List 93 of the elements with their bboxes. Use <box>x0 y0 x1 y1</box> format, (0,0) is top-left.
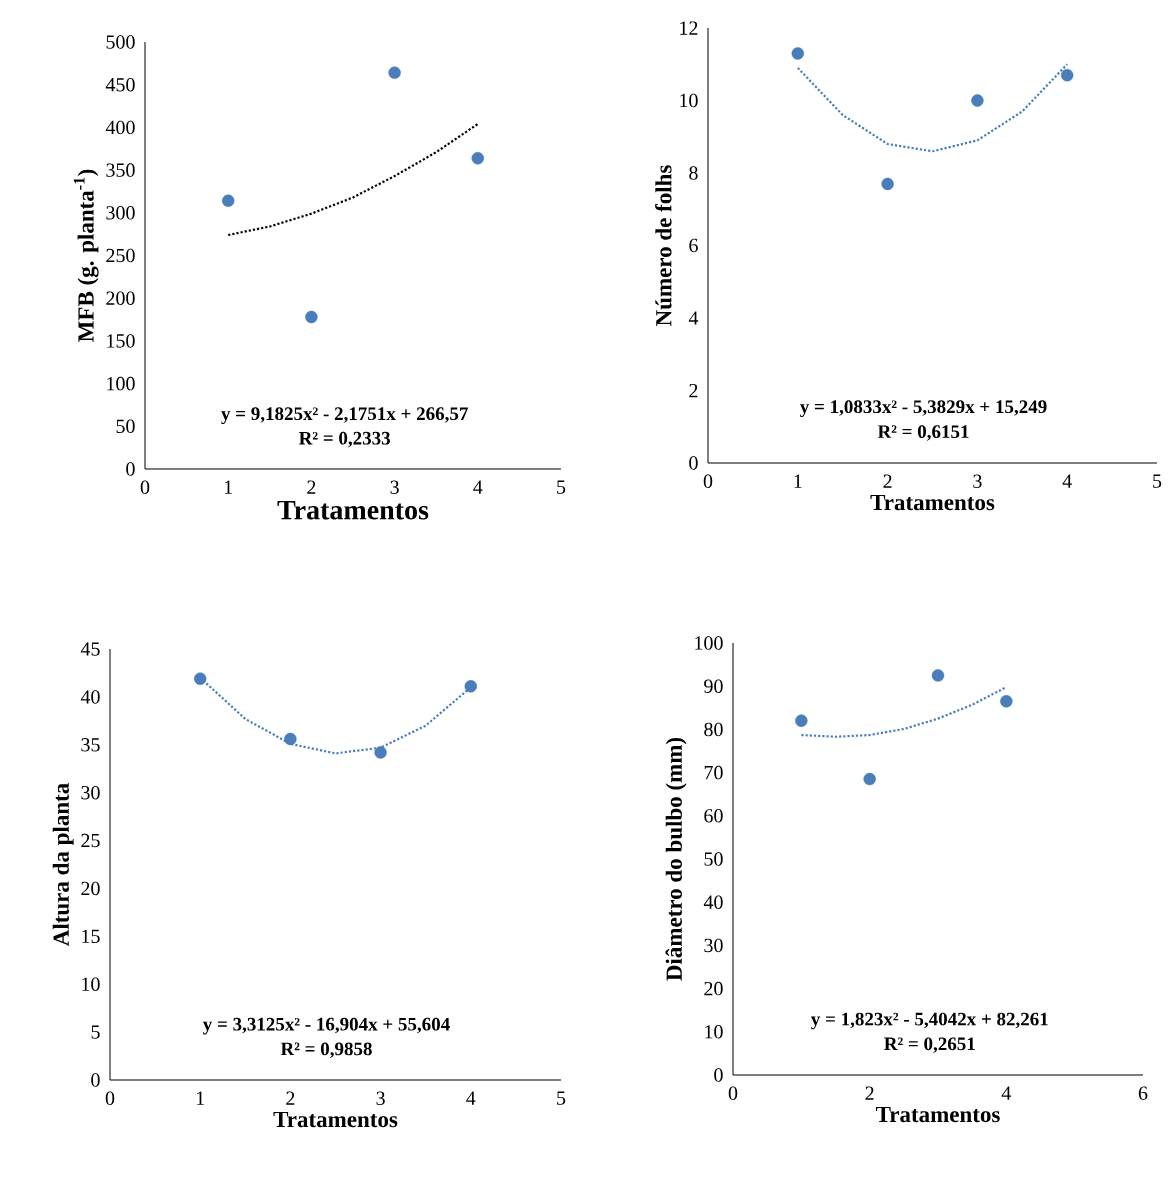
point <box>795 714 808 727</box>
y-tick-label: 0 <box>126 462 135 476</box>
y-axis-title: Diâmetro do bulbo (mm) <box>665 737 687 981</box>
y-tick-label: 25 <box>81 833 100 848</box>
point <box>881 177 894 191</box>
y-tick-label: 200 <box>106 291 135 305</box>
x-tick-label: 3 <box>390 480 399 494</box>
annotation: R² = 0,9858 <box>280 1042 372 1059</box>
y-tick-label: 2 <box>689 383 698 398</box>
y-tick-label: 6 <box>689 238 698 253</box>
y-tick-label: 4 <box>688 311 699 325</box>
y-tick-label: 0 <box>714 1068 723 1082</box>
y-tick-label: 80 <box>704 722 723 737</box>
x-tick-label: 2 <box>286 1091 295 1105</box>
y-tick-label: 5 <box>91 1025 100 1039</box>
y-tick-label: 100 <box>695 636 723 650</box>
y-tick-label: 50 <box>116 419 135 434</box>
y-tick-label: 0 <box>91 1073 100 1087</box>
point <box>971 94 984 107</box>
line-series <box>800 685 1008 738</box>
x-tick-label: 4 <box>1062 474 1072 488</box>
x-tick-label: 4 <box>473 480 483 494</box>
y-tick-label: 8 <box>689 166 698 180</box>
y-tick-label: 45 <box>80 642 100 656</box>
point <box>471 151 484 165</box>
y-tick-label: 400 <box>105 120 135 135</box>
annotation: R² = 0,6151 <box>877 425 969 441</box>
y-tick-label: 300 <box>106 206 135 220</box>
y-tick-label: 350 <box>106 163 135 177</box>
y-tick-label: 30 <box>81 785 100 800</box>
annotation: R² = 0,2333 <box>299 431 391 448</box>
x-tick-label: 1 <box>196 1091 204 1105</box>
x-tick-label: 1 <box>794 474 802 488</box>
annotation: y = 1,0833x² - 5,3829x + 15,249 <box>799 400 1047 417</box>
x-tick-label: 6 <box>1138 1086 1148 1100</box>
x-tick-label: 5 <box>557 480 566 494</box>
x-tick-label: 4 <box>466 1091 476 1105</box>
point <box>374 746 387 759</box>
x-tick-label: 2 <box>883 474 892 488</box>
y-tick-label: 10 <box>82 977 100 991</box>
y-tick-label: 90 <box>704 679 723 693</box>
y-tick-label: 0 <box>689 456 698 470</box>
annotation: y = 9,1825x² - 2,1751x + 266,57 <box>221 407 468 424</box>
x-tick-label: 5 <box>1153 474 1162 488</box>
x-tick-label: 2 <box>307 480 316 494</box>
y-axis-title: Número de folhs <box>655 165 672 326</box>
y-tick-label: 70 <box>704 765 723 780</box>
y-tick-label: 60 <box>704 809 723 823</box>
point <box>863 772 876 786</box>
point <box>464 680 477 693</box>
y-axis-title: MFB (g. planta$^{-1}$) <box>73 169 99 342</box>
y-tick-label: 10 <box>705 1025 723 1039</box>
line-series <box>227 122 479 237</box>
y-tick-label: 450 <box>105 77 135 92</box>
x-tick-label: 0 <box>728 1086 738 1101</box>
x-axis-title: Tratamentos <box>273 1111 398 1128</box>
point <box>388 66 401 79</box>
annotation: y = 3,3125x² - 16,904x + 55,604 <box>202 1017 450 1035</box>
y-tick-label: 12 <box>680 21 698 35</box>
annotation: y = 1,823x² - 5,4042x + 82,261 <box>811 1012 1048 1030</box>
y-tick-label: 10 <box>680 93 698 108</box>
y-axis-title: Altura da planta <box>52 783 74 947</box>
y-tick-label: 150 <box>107 334 135 348</box>
x-axis-title: Tratamentos <box>875 1106 1000 1123</box>
point <box>222 194 235 208</box>
y-tick-label: 15 <box>82 929 100 944</box>
y-tick-label: 30 <box>704 938 723 953</box>
x-tick-label: 0 <box>140 480 150 495</box>
y-tick-label: 40 <box>703 895 723 909</box>
point <box>931 669 945 682</box>
y-tick-label: 20 <box>81 881 100 896</box>
y-tick-label: 500 <box>106 35 135 49</box>
y-tick-label: 50 <box>704 852 723 866</box>
y-tick-label: 100 <box>107 376 135 391</box>
point <box>1061 68 1074 82</box>
x-axis-title: Tratamentos <box>277 500 429 520</box>
y-tick-label: 35 <box>81 738 100 752</box>
x-axis-title: Tratamentos <box>870 494 995 511</box>
point <box>305 310 318 324</box>
x-tick-label: 3 <box>973 474 982 488</box>
x-tick-label: 1 <box>224 480 232 494</box>
point <box>791 47 804 60</box>
y-tick-label: 40 <box>80 690 100 704</box>
point <box>1000 695 1013 708</box>
point <box>284 732 297 746</box>
x-tick-label: 2 <box>865 1086 874 1100</box>
x-tick-label: 5 <box>557 1091 566 1105</box>
annotation: R² = 0,2651 <box>884 1037 975 1053</box>
y-tick-label: 250 <box>106 248 135 263</box>
y-tick-label: 20 <box>704 981 723 996</box>
x-tick-label: 3 <box>376 1091 385 1105</box>
point <box>194 672 207 685</box>
x-tick-label: 4 <box>1001 1086 1012 1100</box>
